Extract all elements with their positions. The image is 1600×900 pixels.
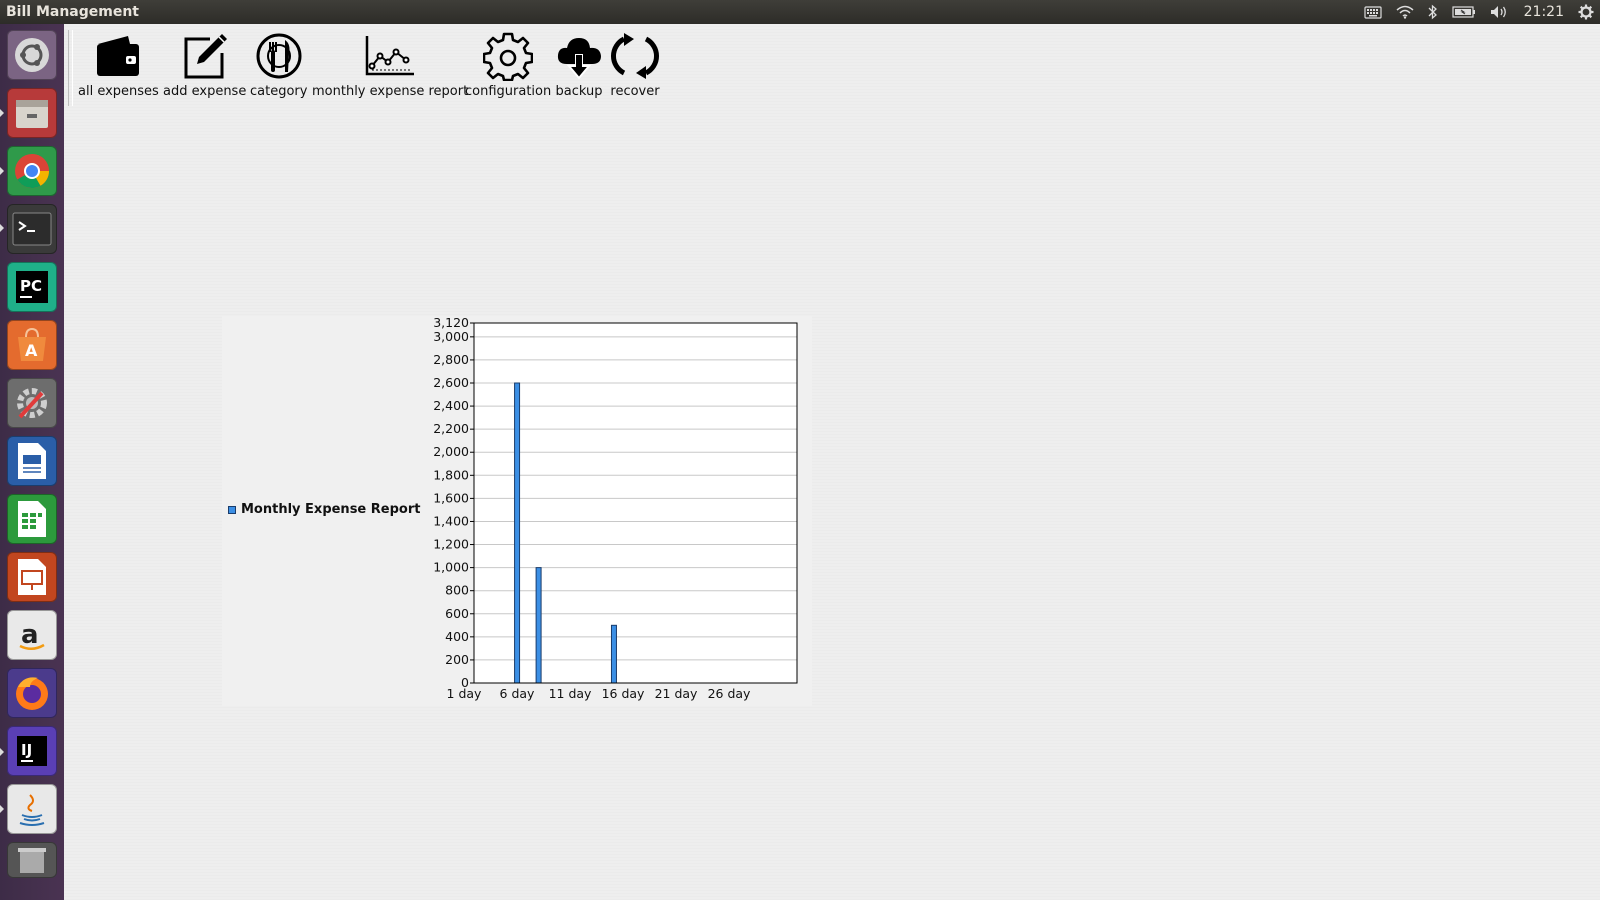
svg-text:IJ: IJ	[21, 741, 32, 759]
amazon-icon[interactable]: a	[7, 610, 57, 660]
add-expense-button[interactable]: add expense	[163, 30, 246, 108]
system-tray: 21:21	[1350, 0, 1594, 24]
svg-text:a: a	[21, 620, 39, 650]
wifi-icon[interactable]	[1396, 5, 1414, 19]
calc-icon[interactable]	[7, 494, 57, 544]
y-tick-label: 2,400	[433, 398, 469, 413]
wallet-icon	[94, 30, 142, 82]
y-tick-label: 3,000	[433, 329, 469, 344]
writer-icon[interactable]	[7, 436, 57, 486]
monthly-expense-report-label: monthly expense report	[312, 84, 469, 99]
svg-text:PC: PC	[20, 277, 42, 295]
y-tick-label: 1,800	[433, 467, 469, 482]
x-tick-label: 11 day	[549, 686, 592, 701]
launcher: PC A a IJ	[0, 24, 65, 900]
chrome-icon[interactable]	[7, 146, 57, 196]
firefox-icon[interactable]	[7, 668, 57, 718]
y-tick-label: 0	[461, 675, 469, 690]
y-tick-label: 2,800	[433, 352, 469, 367]
y-tick-label: 1,400	[433, 513, 469, 528]
edit-icon	[180, 30, 230, 82]
cloud-download-icon	[555, 30, 603, 82]
y-tick-label: 1,200	[433, 537, 469, 552]
backup-button[interactable]: backup	[555, 30, 603, 108]
y-tick-label: 1,000	[433, 560, 469, 575]
trash-icon[interactable]	[7, 842, 57, 878]
all-expenses-label: all expenses	[78, 84, 159, 99]
files-icon[interactable]	[7, 88, 57, 138]
bluetooth-icon[interactable]	[1428, 4, 1438, 20]
line-chart-icon	[364, 30, 416, 82]
category-label: category	[250, 84, 308, 99]
session-gear-icon[interactable]	[1578, 4, 1594, 20]
dinner-plate-icon	[255, 30, 303, 82]
toolbar-drag-handle[interactable]	[68, 30, 73, 106]
recover-button[interactable]: recover	[610, 30, 660, 108]
y-tick-label: 3,120	[433, 316, 469, 330]
chart-legend: Monthly Expense Report	[228, 502, 420, 517]
app-window: all expenses add expense category monthl…	[64, 24, 1600, 900]
toolbar: all expenses add expense category monthl…	[64, 24, 764, 109]
backup-label: backup	[555, 84, 603, 99]
intellij-icon[interactable]: IJ	[7, 726, 57, 776]
y-tick-label: 600	[445, 606, 469, 621]
configuration-button[interactable]: configuration	[465, 30, 551, 108]
monthly-expense-report-button[interactable]: monthly expense report	[312, 30, 468, 108]
svg-text:A: A	[25, 341, 38, 360]
java-icon[interactable]	[7, 784, 57, 834]
y-tick-label: 400	[445, 629, 469, 644]
battery-icon[interactable]	[1452, 6, 1476, 18]
impress-icon[interactable]	[7, 552, 57, 602]
top-panel: Bill Management 21:21	[0, 0, 1600, 24]
recover-label: recover	[610, 84, 660, 99]
monthly-expense-chart: 0 200 400 600 800 1,000 1,200 1,400 1,600 1,800 2,…	[222, 316, 812, 706]
keyboard-icon[interactable]	[1364, 5, 1382, 19]
bar	[514, 382, 521, 684]
y-tick-label: 2,600	[433, 375, 469, 390]
clock[interactable]: 21:21	[1523, 4, 1564, 20]
category-button[interactable]: category	[250, 30, 307, 108]
x-tick-label: 1 day	[447, 686, 483, 701]
x-tick-label: 16 day	[602, 686, 645, 701]
app-title: Bill Management	[6, 4, 139, 20]
configuration-label: configuration	[465, 84, 552, 99]
y-tick-label: 2,000	[433, 444, 469, 459]
y-tick-label: 200	[445, 652, 469, 667]
add-expense-label: add expense	[163, 84, 247, 99]
pycharm-icon[interactable]: PC	[7, 262, 57, 312]
bar	[535, 567, 542, 684]
refresh-icon	[610, 30, 660, 82]
terminal-icon[interactable]	[7, 204, 57, 254]
legend-label: Monthly Expense Report	[241, 502, 421, 517]
system-settings-icon[interactable]	[7, 378, 57, 428]
plot-border	[473, 322, 798, 684]
volume-icon[interactable]	[1490, 5, 1510, 19]
bar	[610, 624, 617, 684]
x-tick-label: 21 day	[655, 686, 698, 701]
y-tick-label: 800	[445, 583, 469, 598]
x-tick-label: 6 day	[500, 686, 536, 701]
plot-area	[474, 323, 797, 683]
gear-icon	[483, 30, 534, 82]
x-tick-label: 26 day	[708, 686, 751, 701]
chart-canvas: 0 200 400 600 800 1,000 1,200 1,400 1,600 1,800 2,…	[433, 316, 798, 701]
y-tick-label: 1,600	[433, 490, 469, 505]
software-center-icon[interactable]: A	[7, 320, 57, 370]
y-tick-label: 2,200	[433, 421, 469, 436]
dash-home-icon[interactable]	[7, 30, 57, 80]
all-expenses-button[interactable]: all expenses	[78, 30, 159, 108]
legend-swatch	[228, 505, 236, 514]
